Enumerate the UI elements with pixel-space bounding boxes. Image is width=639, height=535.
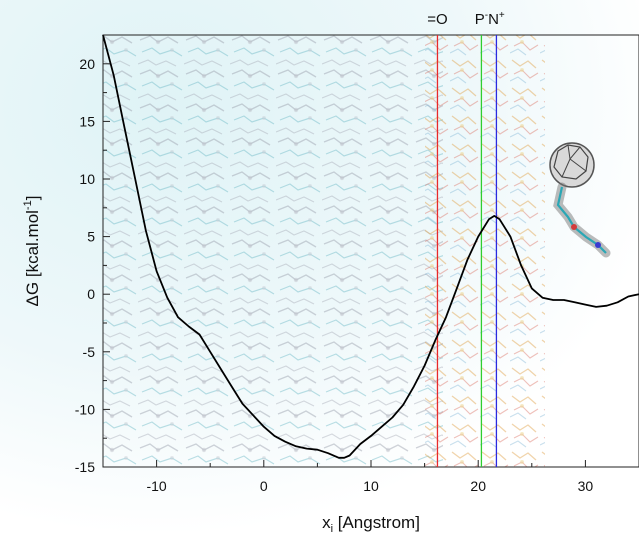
y-tick-label: 0 [87, 286, 95, 302]
series-line-0 [102, 34, 639, 459]
x-tick-label: -10 [146, 478, 166, 494]
plot-area: =O P- N+ -10 0 10 20 30 -15 -10 -5 0 5 10 15 20 [75, 10, 639, 494]
y-tick-label: 15 [79, 113, 95, 129]
y-axis-title: ΔG [kcal.mol-1] [22, 196, 42, 307]
x-axis-title: xi [Angstrom] [322, 513, 420, 535]
membrane-markers: =O P- N+ [427, 10, 505, 467]
marker-label-1: P- [475, 10, 488, 28]
fullerene-molecule [549, 142, 611, 258]
x-tick-label: 0 [260, 478, 268, 494]
x-tick-label: 10 [363, 478, 379, 494]
lipid-tails-region [103, 35, 443, 467]
y-tick-label: 20 [79, 56, 95, 72]
y-tick-label: -5 [83, 344, 96, 360]
y-axis: -15 -10 -5 0 5 10 15 20 [75, 34, 110, 475]
membrane-illustration [103, 35, 545, 467]
y-tick-label: 10 [79, 171, 95, 187]
y-tick-label: 5 [87, 229, 95, 245]
x-axis: -10 0 10 20 30 [102, 460, 639, 494]
y-tick-label: -15 [75, 459, 95, 475]
lipid-heads-region [425, 35, 545, 467]
y-tick-label: -10 [75, 401, 95, 417]
x-tick-label: 30 [578, 478, 594, 494]
marker-label-0: =O [427, 11, 447, 28]
series-layer [102, 34, 639, 459]
marker-label-2: N+ [488, 10, 505, 28]
x-tick-label: 20 [470, 478, 486, 494]
